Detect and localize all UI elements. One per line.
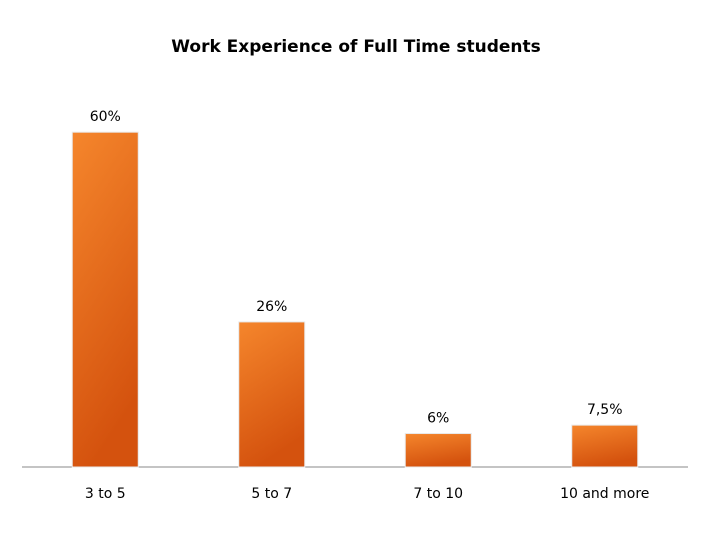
bar	[571, 424, 639, 468]
data-label: 7,5%	[587, 402, 623, 418]
x-tick-label: 5 to 7	[251, 486, 292, 502]
x-tick-label: 10 and more	[560, 486, 649, 502]
bar	[71, 131, 139, 468]
bar	[404, 433, 472, 468]
x-tick-label: 3 to 5	[85, 486, 126, 502]
data-label: 6%	[427, 411, 449, 427]
data-label: 60%	[90, 109, 121, 125]
x-tick-label: 7 to 10	[413, 486, 463, 502]
bar	[238, 321, 306, 468]
chart-title: Work Experience of Full Time students	[171, 37, 541, 57]
data-label: 26%	[256, 299, 287, 315]
